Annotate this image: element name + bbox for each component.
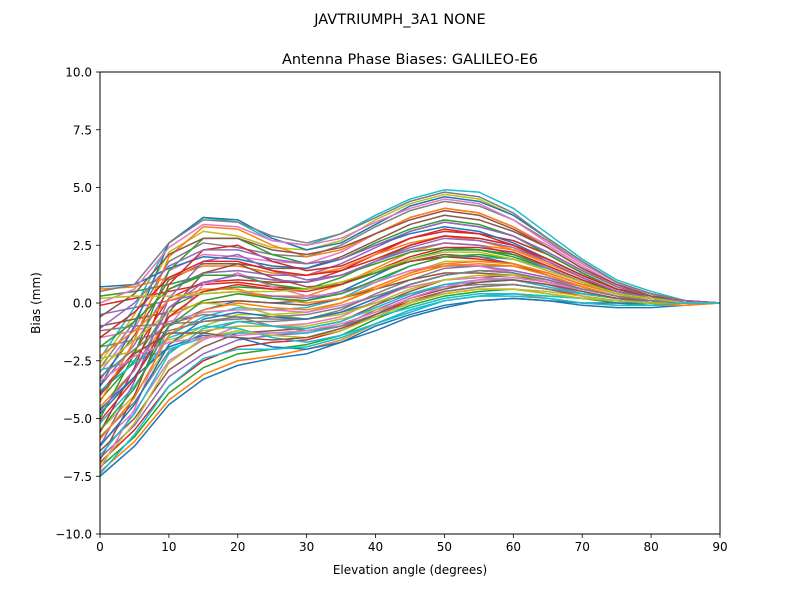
figure-suptitle: JAVTRIUMPH_3A1 NONE (313, 12, 485, 28)
y-tick-label: 2.5 (73, 239, 92, 253)
series-line-2 (99, 293, 721, 473)
y-tick-label: 5.0 (73, 181, 92, 195)
chart-title: Antenna Phase Biases: GALILEO-E6 (282, 52, 538, 68)
x-tick-label: 60 (506, 540, 521, 554)
series-line-59 (99, 251, 720, 304)
series-line-41 (99, 297, 720, 410)
y-tick-label: −7.5 (63, 470, 92, 484)
series-line-1 (99, 297, 721, 477)
series-line-58 (99, 269, 720, 332)
x-tick-label: 80 (643, 540, 658, 554)
y-tick-label: −10.0 (55, 528, 92, 542)
x-tick-label: 30 (299, 540, 314, 554)
series-line-53 (99, 253, 720, 431)
x-tick-label: 10 (161, 540, 176, 554)
y-axis: −10.0 −7.5 −5.0 −2.5 0.0 2.5 5.0 7.5 10.0 (55, 66, 100, 542)
y-tick-label: −2.5 (63, 354, 92, 368)
series-line-55 (99, 237, 721, 413)
y-tick-label: 7.5 (73, 123, 92, 137)
x-tick-label: 70 (575, 540, 590, 554)
x-tick-label: 90 (712, 540, 727, 554)
series-line-4 (99, 283, 720, 463)
y-axis-label: Bias (mm) (29, 272, 43, 334)
x-tick-label: 40 (368, 540, 383, 554)
series-line-46 (99, 209, 721, 318)
series-line-10 (99, 256, 720, 424)
x-axis-label: Elevation angle (degrees) (333, 563, 487, 577)
series-line-44 (99, 235, 721, 339)
series-line-3 (99, 288, 720, 468)
y-tick-label: 10.0 (65, 66, 92, 80)
series-layer (99, 189, 721, 477)
x-tick-label: 0 (96, 540, 104, 554)
series-line-48 (99, 191, 721, 304)
y-tick-label: 0.0 (73, 297, 92, 311)
series-line-45 (99, 221, 721, 330)
series-line-60 (99, 295, 720, 475)
y-tick-label: −5.0 (63, 412, 92, 426)
x-tick-label: 50 (437, 540, 452, 554)
x-tick-label: 20 (230, 540, 245, 554)
x-axis: 0 10 20 30 40 50 60 70 80 90 (96, 534, 728, 554)
